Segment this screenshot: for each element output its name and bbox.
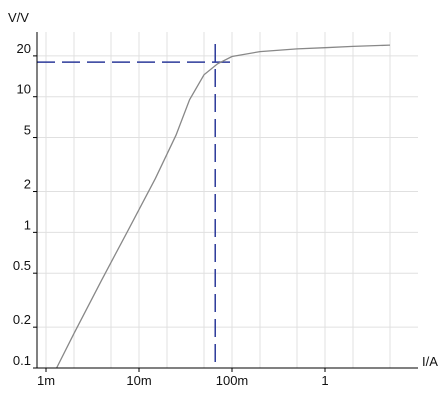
y-tick-label: 0.5: [13, 258, 31, 273]
y-tick-label: 1: [24, 217, 31, 232]
series-layer: [56, 44, 391, 369]
ticks: 0.1 0.2 0.5 1 2 5 10 20 1m 10m 100m 1: [13, 41, 329, 388]
x-tick-label: 100m: [216, 373, 249, 388]
y-tick-label: 0.2: [13, 312, 31, 327]
marker-crosshair: [37, 44, 232, 368]
x-tick-label: 1m: [37, 373, 55, 388]
y-tick-label: 10: [17, 82, 31, 97]
y-tick-label: 0.1: [13, 353, 31, 368]
y-tick-label: 5: [24, 123, 31, 138]
series-line: [56, 44, 391, 369]
y-axis-label: V/V: [8, 10, 29, 25]
grid: [37, 32, 418, 369]
x-tick-label: 1: [321, 373, 328, 388]
y-tick-label: 2: [24, 177, 31, 192]
x-axis-label: I/A: [422, 354, 438, 369]
x-tick-label: 10m: [126, 373, 151, 388]
axes: [36, 32, 418, 369]
y-tick-label: 20: [17, 41, 31, 56]
